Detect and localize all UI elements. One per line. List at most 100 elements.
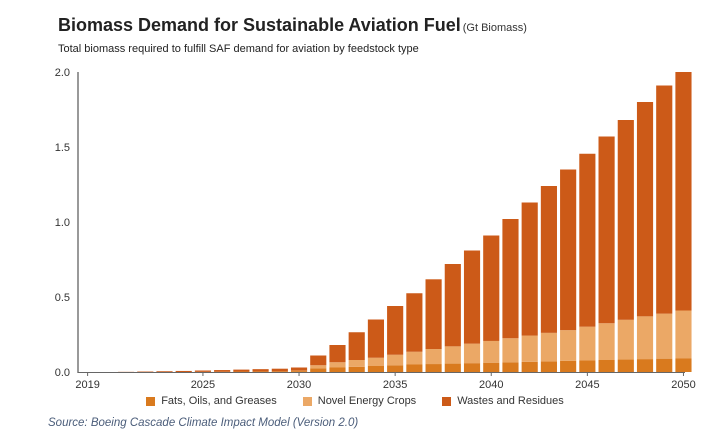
bar-segment-fats xyxy=(329,367,346,372)
bar-segment-fats xyxy=(290,371,308,372)
bar-segment-crops xyxy=(348,360,365,367)
x-tick-label: 2035 xyxy=(383,379,407,391)
y-tick-label: 1.0 xyxy=(55,217,70,229)
y-tick-label: 2.0 xyxy=(55,67,70,79)
bar-segment-wastes xyxy=(425,279,442,350)
legend-label-fats: Fats, Oils, and Greases xyxy=(161,395,277,407)
bar-segment-wastes xyxy=(367,319,384,358)
bar-segment-wastes xyxy=(348,332,365,360)
bar-segment-crops xyxy=(483,340,500,363)
bar-segment-crops xyxy=(579,326,596,361)
bar-segment-fats xyxy=(656,358,673,372)
bar-segment-crops xyxy=(444,346,461,364)
bar-segment-fats xyxy=(502,362,519,372)
legend-swatch-crops xyxy=(302,396,312,406)
bar-segment-fats xyxy=(636,359,654,372)
bar-segment-fats xyxy=(425,364,442,372)
legend-item-wastes: Wastes and Residues xyxy=(442,395,564,407)
bar-segment-wastes xyxy=(156,371,173,372)
bar-segment-wastes xyxy=(271,368,288,372)
x-tick-label: 2040 xyxy=(479,379,503,391)
bar-segment-crops xyxy=(387,354,404,366)
bar-segment-crops xyxy=(598,323,615,360)
bar-segment-crops xyxy=(310,365,327,369)
bar-segment-wastes xyxy=(233,369,250,372)
bar-segment-fats xyxy=(483,362,500,372)
bar-segment-wastes xyxy=(560,169,577,331)
legend-swatch-wastes xyxy=(442,396,452,406)
chart-subtitle: Total biomass required to fulfill SAF de… xyxy=(58,43,419,55)
bar-segment-fats xyxy=(348,366,365,372)
bar-segment-wastes xyxy=(617,120,634,320)
bar-segment-wastes xyxy=(540,186,557,333)
x-tick-label: 2030 xyxy=(287,379,311,391)
bar-segment-fats xyxy=(367,366,384,372)
bar-segment-fats xyxy=(617,359,634,372)
bar-segment-fats xyxy=(560,360,577,372)
chart-source: Source: Boeing Cascade Climate Impact Mo… xyxy=(48,417,359,429)
bar-segment-wastes xyxy=(252,369,269,372)
bar-segment-wastes xyxy=(483,235,500,341)
y-tick-label: 0.0 xyxy=(55,367,70,379)
legend-item-fats: Fats, Oils, and Greases xyxy=(146,395,277,407)
bar-segment-fats xyxy=(579,360,596,372)
bar-segment-wastes xyxy=(579,153,596,327)
bar-segment-fats xyxy=(387,365,404,372)
bar-segment-fats xyxy=(233,371,250,373)
bar-segment-crops xyxy=(675,310,692,359)
bar-segment-wastes xyxy=(310,355,327,366)
legend-label-wastes: Wastes and Residues xyxy=(457,395,564,407)
bar-segment-wastes xyxy=(175,370,192,372)
bar-segment-fats xyxy=(675,358,692,372)
bar-segment-wastes xyxy=(214,370,231,372)
chart-title: Biomass Demand for Sustainable Aviation … xyxy=(58,15,461,35)
bar-segment-wastes xyxy=(521,202,538,336)
bar-segment-fats xyxy=(521,361,538,372)
bar-segment-wastes xyxy=(444,264,461,347)
x-tick-label: 2045 xyxy=(575,379,599,391)
x-tick-label: 2019 xyxy=(75,379,99,391)
bar-segment-wastes xyxy=(329,345,346,363)
x-tick-label: 2025 xyxy=(191,379,215,391)
bar-segment-wastes xyxy=(406,293,423,352)
bar-segment-wastes xyxy=(463,250,481,344)
bar-segment-crops xyxy=(540,332,557,362)
bar-segment-wastes xyxy=(675,72,692,311)
y-tick-label: 1.5 xyxy=(55,142,70,154)
bar-segment-fats xyxy=(310,368,327,372)
y-tick-label: 0.5 xyxy=(55,292,70,304)
bar-segment-fats xyxy=(252,371,269,372)
bar-segment-wastes xyxy=(636,102,654,317)
bar-segment-wastes xyxy=(194,370,212,372)
bar-segment-fats xyxy=(444,363,461,372)
bar-segment-wastes xyxy=(656,85,673,314)
bar-segment-crops xyxy=(290,370,308,372)
chart-unit: (Gt Biomass) xyxy=(462,22,527,34)
bar-segment-wastes xyxy=(137,371,154,373)
bar-segment-wastes xyxy=(290,367,308,371)
chart-legend: Fats, Oils, and Greases Novel Energy Cro… xyxy=(0,395,710,407)
bar-segment-fats xyxy=(271,371,288,372)
bar-segment-fats xyxy=(540,361,557,372)
bar-segment-wastes xyxy=(387,306,404,355)
bar-segment-fats xyxy=(463,363,481,372)
legend-label-crops: Novel Energy Crops xyxy=(317,395,417,407)
bar-segment-wastes xyxy=(598,136,615,324)
bar-segment-fats xyxy=(406,364,423,372)
x-tick-label: 2050 xyxy=(671,379,695,391)
bar-segment-crops xyxy=(406,351,423,365)
legend-item-crops: Novel Energy Crops xyxy=(302,395,417,407)
bar-segment-crops xyxy=(656,313,673,359)
bar-segment-crops xyxy=(329,362,346,368)
bar-segment-wastes xyxy=(502,219,519,339)
bar-segment-crops xyxy=(463,343,481,364)
legend-swatch-fats xyxy=(146,396,156,406)
bar-segment-crops xyxy=(502,338,519,363)
bar-segment-fats xyxy=(598,360,615,372)
bar-segment-crops xyxy=(521,335,538,362)
bar-segment-crops xyxy=(560,330,577,361)
bar-segment-crops xyxy=(425,349,442,365)
chart-title-row: Biomass Demand for Sustainable Aviation … xyxy=(58,15,527,36)
bar-segment-crops xyxy=(636,316,654,360)
